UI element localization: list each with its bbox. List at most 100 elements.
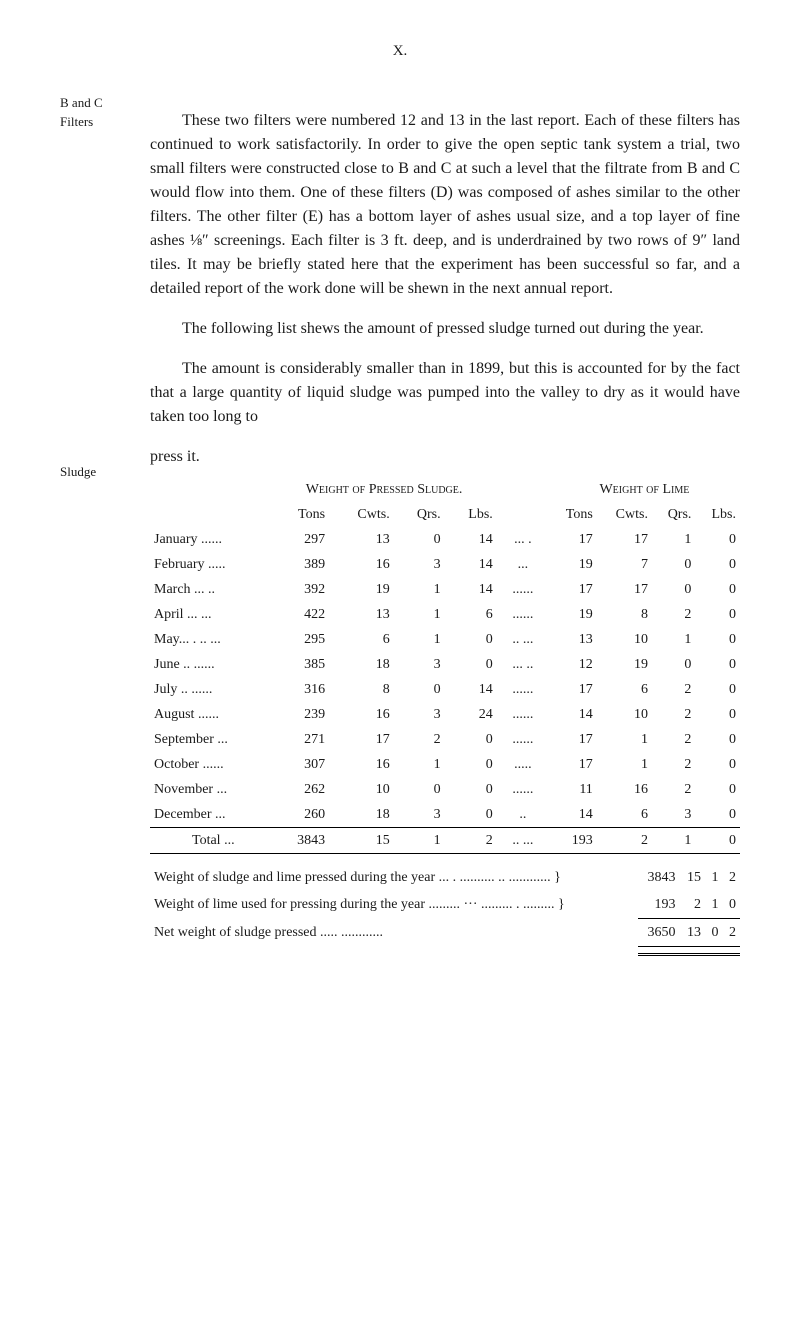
ltons-cell: 11 bbox=[549, 777, 597, 802]
llbs-cell: 0 bbox=[695, 777, 740, 802]
lcwts-cell: 17 bbox=[597, 577, 652, 602]
summary-row-1: Weight of sludge and lime pressed during… bbox=[150, 864, 740, 891]
ltons-cell: 17 bbox=[549, 752, 597, 777]
cwts-cell: 16 bbox=[329, 752, 394, 777]
total-ltons: 193 bbox=[549, 827, 597, 853]
qrs-cell: 3 bbox=[394, 652, 445, 677]
month-cell: November ... bbox=[150, 777, 271, 802]
qrs-cell: 0 bbox=[394, 677, 445, 702]
llbs-cell: 0 bbox=[695, 527, 740, 552]
tons-cell: 262 bbox=[271, 777, 329, 802]
lcwts-cell: 1 bbox=[597, 727, 652, 752]
lcwts-cell: 10 bbox=[597, 627, 652, 652]
table-header-row: Weight of Pressed Sludge. Weight of Lime bbox=[150, 477, 740, 502]
table-row: June .. ......3851830... ..121900 bbox=[150, 652, 740, 677]
table-row: April ... ...4221316......19820 bbox=[150, 602, 740, 627]
month-cell: October ...... bbox=[150, 752, 271, 777]
cwts-cell: 18 bbox=[329, 652, 394, 677]
press-it: press it. bbox=[150, 445, 740, 469]
total-lqrs: 1 bbox=[652, 827, 695, 853]
lcwts-cell: 6 bbox=[597, 802, 652, 828]
summary-table: Weight of sludge and lime pressed during… bbox=[150, 864, 740, 956]
ltons-cell: 17 bbox=[549, 527, 597, 552]
llbs-cell: 0 bbox=[695, 577, 740, 602]
summary-lbs-3: 2 bbox=[723, 918, 741, 946]
cwts-cell: 13 bbox=[329, 602, 394, 627]
summary-label-3: Net weight of sludge pressed ..... .....… bbox=[150, 918, 638, 946]
cwts-cell: 19 bbox=[329, 577, 394, 602]
total-sep: .. ... bbox=[497, 827, 549, 853]
summary-tons-1: 3843 bbox=[638, 864, 680, 891]
margin-note-sludge: Sludge bbox=[60, 462, 130, 482]
month-cell: July .. ...... bbox=[150, 677, 271, 702]
total-row: Total ... 3843 15 1 2 .. ... 193 2 1 0 bbox=[150, 827, 740, 853]
main-content: These two filters were numbered 12 and 1… bbox=[150, 93, 740, 956]
lbs-cell: 0 bbox=[445, 627, 497, 652]
total-tons: 3843 bbox=[271, 827, 329, 853]
lqrs-cell: 2 bbox=[652, 752, 695, 777]
summary-tons-3: 3650 bbox=[638, 918, 680, 946]
total-lbs: 2 bbox=[445, 827, 497, 853]
tons-cell: 260 bbox=[271, 802, 329, 828]
cwts-cell: 8 bbox=[329, 677, 394, 702]
lqrs-cell: 1 bbox=[652, 527, 695, 552]
cwts-cell: 6 bbox=[329, 627, 394, 652]
lqrs-cell: 2 bbox=[652, 702, 695, 727]
tons-cell: 295 bbox=[271, 627, 329, 652]
cwts-cell: 16 bbox=[329, 552, 394, 577]
sep-cell: .. ... bbox=[497, 627, 549, 652]
col-lcwts: Cwts. bbox=[597, 502, 652, 527]
sep-cell: ...... bbox=[497, 602, 549, 627]
sep-cell: ...... bbox=[497, 727, 549, 752]
margin-note-line2: Filters bbox=[60, 112, 130, 132]
sep-cell: ...... bbox=[497, 702, 549, 727]
lcwts-cell: 19 bbox=[597, 652, 652, 677]
llbs-cell: 0 bbox=[695, 702, 740, 727]
ltons-cell: 17 bbox=[549, 677, 597, 702]
llbs-cell: 0 bbox=[695, 652, 740, 677]
table-row: February .....38916314...19700 bbox=[150, 552, 740, 577]
lqrs-cell: 1 bbox=[652, 627, 695, 652]
tons-cell: 271 bbox=[271, 727, 329, 752]
qrs-cell: 3 bbox=[394, 802, 445, 828]
margin-notes-column: B and C Filters Sludge bbox=[60, 93, 130, 956]
page-header: X. bbox=[60, 40, 740, 63]
col-lqrs: Qrs. bbox=[652, 502, 695, 527]
cwts-cell: 16 bbox=[329, 702, 394, 727]
llbs-cell: 0 bbox=[695, 727, 740, 752]
summary-tons-2: 193 bbox=[638, 891, 680, 919]
tons-cell: 316 bbox=[271, 677, 329, 702]
summary-qrs-3: 0 bbox=[705, 918, 722, 946]
sep-cell: ... . bbox=[497, 527, 549, 552]
lcwts-cell: 1 bbox=[597, 752, 652, 777]
table-row: August ......23916324......141020 bbox=[150, 702, 740, 727]
qrs-cell: 1 bbox=[394, 577, 445, 602]
ltons-cell: 14 bbox=[549, 802, 597, 828]
tons-cell: 385 bbox=[271, 652, 329, 677]
cwts-cell: 10 bbox=[329, 777, 394, 802]
col-lbs: Lbs. bbox=[445, 502, 497, 527]
subheader-row: Tons Cwts. Qrs. Lbs. Tons Cwts. Qrs. Lbs… bbox=[150, 502, 740, 527]
paragraph-3: The amount is considerably smaller than … bbox=[150, 357, 740, 429]
tons-cell: 307 bbox=[271, 752, 329, 777]
month-cell: February ..... bbox=[150, 552, 271, 577]
sep-cell: ...... bbox=[497, 777, 549, 802]
col-qrs: Qrs. bbox=[394, 502, 445, 527]
qrs-cell: 2 bbox=[394, 727, 445, 752]
llbs-cell: 0 bbox=[695, 552, 740, 577]
month-cell: January ...... bbox=[150, 527, 271, 552]
qrs-cell: 1 bbox=[394, 627, 445, 652]
lbs-cell: 14 bbox=[445, 527, 497, 552]
tons-cell: 239 bbox=[271, 702, 329, 727]
table-row: March ... ..39219114......171700 bbox=[150, 577, 740, 602]
table-row: September ...2711720......17120 bbox=[150, 727, 740, 752]
summary-cwts-3: 13 bbox=[679, 918, 705, 946]
ltons-cell: 17 bbox=[549, 727, 597, 752]
summary-row-2: Weight of lime used for pressing during … bbox=[150, 891, 740, 919]
month-cell: May... . .. ... bbox=[150, 627, 271, 652]
lcwts-cell: 8 bbox=[597, 602, 652, 627]
qrs-cell: 3 bbox=[394, 552, 445, 577]
table-row: December ...2601830..14630 bbox=[150, 802, 740, 828]
llbs-cell: 0 bbox=[695, 602, 740, 627]
col-ltons: Tons bbox=[549, 502, 597, 527]
